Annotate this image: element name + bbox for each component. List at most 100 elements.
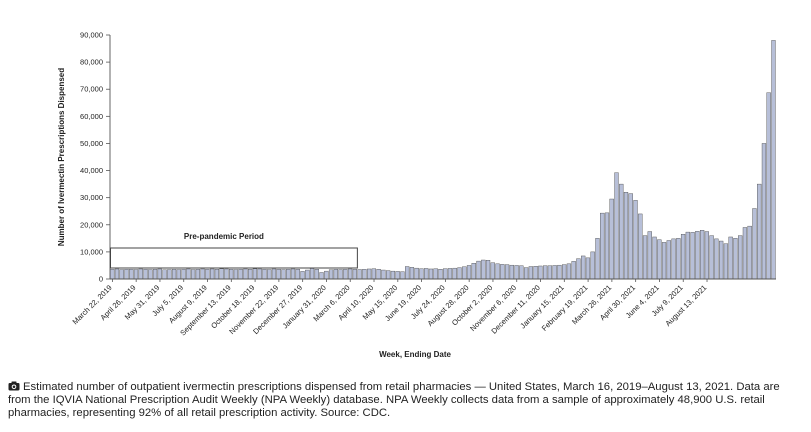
bar <box>428 268 434 280</box>
bar <box>200 268 205 280</box>
bar <box>628 193 633 280</box>
bar <box>738 235 743 280</box>
pre-pandemic-label: Pre-pandemic Period <box>184 232 264 241</box>
y-tick-label: 80,000 <box>80 58 103 67</box>
bar <box>609 198 614 280</box>
bar <box>509 264 514 280</box>
y-tick-label: 90,000 <box>80 31 103 40</box>
bar <box>623 192 629 280</box>
bar <box>176 269 181 280</box>
bar <box>547 265 553 280</box>
bar <box>262 269 267 280</box>
bar <box>723 243 729 280</box>
y-tick-label: 20,000 <box>80 220 103 229</box>
bar <box>405 266 410 280</box>
bar <box>614 172 619 280</box>
bar <box>305 269 310 280</box>
bar <box>243 268 248 280</box>
bar <box>314 269 319 280</box>
bar <box>685 231 690 280</box>
bar <box>366 268 372 280</box>
bar <box>571 261 576 280</box>
bar <box>286 269 291 280</box>
y-tick-label: 10,000 <box>80 247 103 256</box>
bar <box>690 232 695 280</box>
bar <box>229 269 234 280</box>
bar <box>233 269 239 280</box>
bar <box>699 229 705 280</box>
bar <box>604 212 610 280</box>
y-tick-label: 30,000 <box>80 193 103 202</box>
bar <box>267 269 272 280</box>
bar <box>585 257 591 280</box>
bar <box>124 269 129 280</box>
bar <box>281 269 286 280</box>
bar <box>338 269 343 280</box>
bar <box>519 265 524 280</box>
bar <box>671 238 676 280</box>
bar <box>595 238 600 280</box>
bar <box>704 231 710 280</box>
bar <box>581 255 586 280</box>
bar <box>409 267 415 280</box>
bar <box>148 269 153 280</box>
bar <box>443 268 448 280</box>
bar <box>214 269 220 280</box>
bar <box>357 269 362 280</box>
bar <box>652 236 657 280</box>
bar <box>471 263 476 280</box>
bar <box>424 268 429 280</box>
caption-text: Estimated number of outpatient ivermecti… <box>8 381 780 419</box>
bar <box>181 269 186 280</box>
bar <box>457 267 462 280</box>
bar <box>224 268 229 280</box>
bar <box>695 231 700 280</box>
bar <box>552 265 557 280</box>
y-tick-label: 50,000 <box>80 139 103 148</box>
bar <box>538 265 543 280</box>
bar <box>528 266 533 280</box>
pre-pandemic-box <box>110 247 358 269</box>
bar <box>119 269 124 280</box>
bar <box>447 268 453 280</box>
bar <box>252 268 258 280</box>
y-tick-label: 40,000 <box>80 166 103 175</box>
bar <box>133 269 139 280</box>
bar <box>257 268 262 280</box>
bar <box>619 183 624 280</box>
bar <box>129 269 134 280</box>
bar <box>514 265 519 280</box>
bar <box>190 269 196 280</box>
y-tick-label: 0 <box>99 275 103 284</box>
bar <box>533 266 538 280</box>
bar <box>557 264 562 280</box>
bar <box>566 263 572 280</box>
bar <box>709 235 714 280</box>
bar <box>390 270 396 280</box>
bar <box>319 272 324 280</box>
bar <box>666 240 671 280</box>
bar <box>186 268 191 280</box>
y-tick-label: 60,000 <box>80 112 103 121</box>
y-tick-label: 70,000 <box>80 85 103 94</box>
figure-caption: Estimated number of outpatient ivermecti… <box>8 381 804 420</box>
bar <box>219 268 224 280</box>
bar <box>362 269 367 280</box>
bar <box>462 266 467 280</box>
bar <box>376 269 381 280</box>
bar <box>400 271 405 280</box>
bar <box>543 265 548 280</box>
bar <box>657 239 662 280</box>
bar <box>343 269 348 280</box>
bar <box>728 236 733 280</box>
bar <box>290 268 296 280</box>
bar <box>647 231 652 280</box>
bar <box>162 269 167 280</box>
bar <box>495 263 500 280</box>
bar <box>328 269 334 280</box>
bar <box>238 269 243 280</box>
bar <box>452 267 457 280</box>
x-axis-title: Week, Ending Date <box>379 350 451 359</box>
bar <box>143 269 148 280</box>
bar <box>633 200 638 280</box>
